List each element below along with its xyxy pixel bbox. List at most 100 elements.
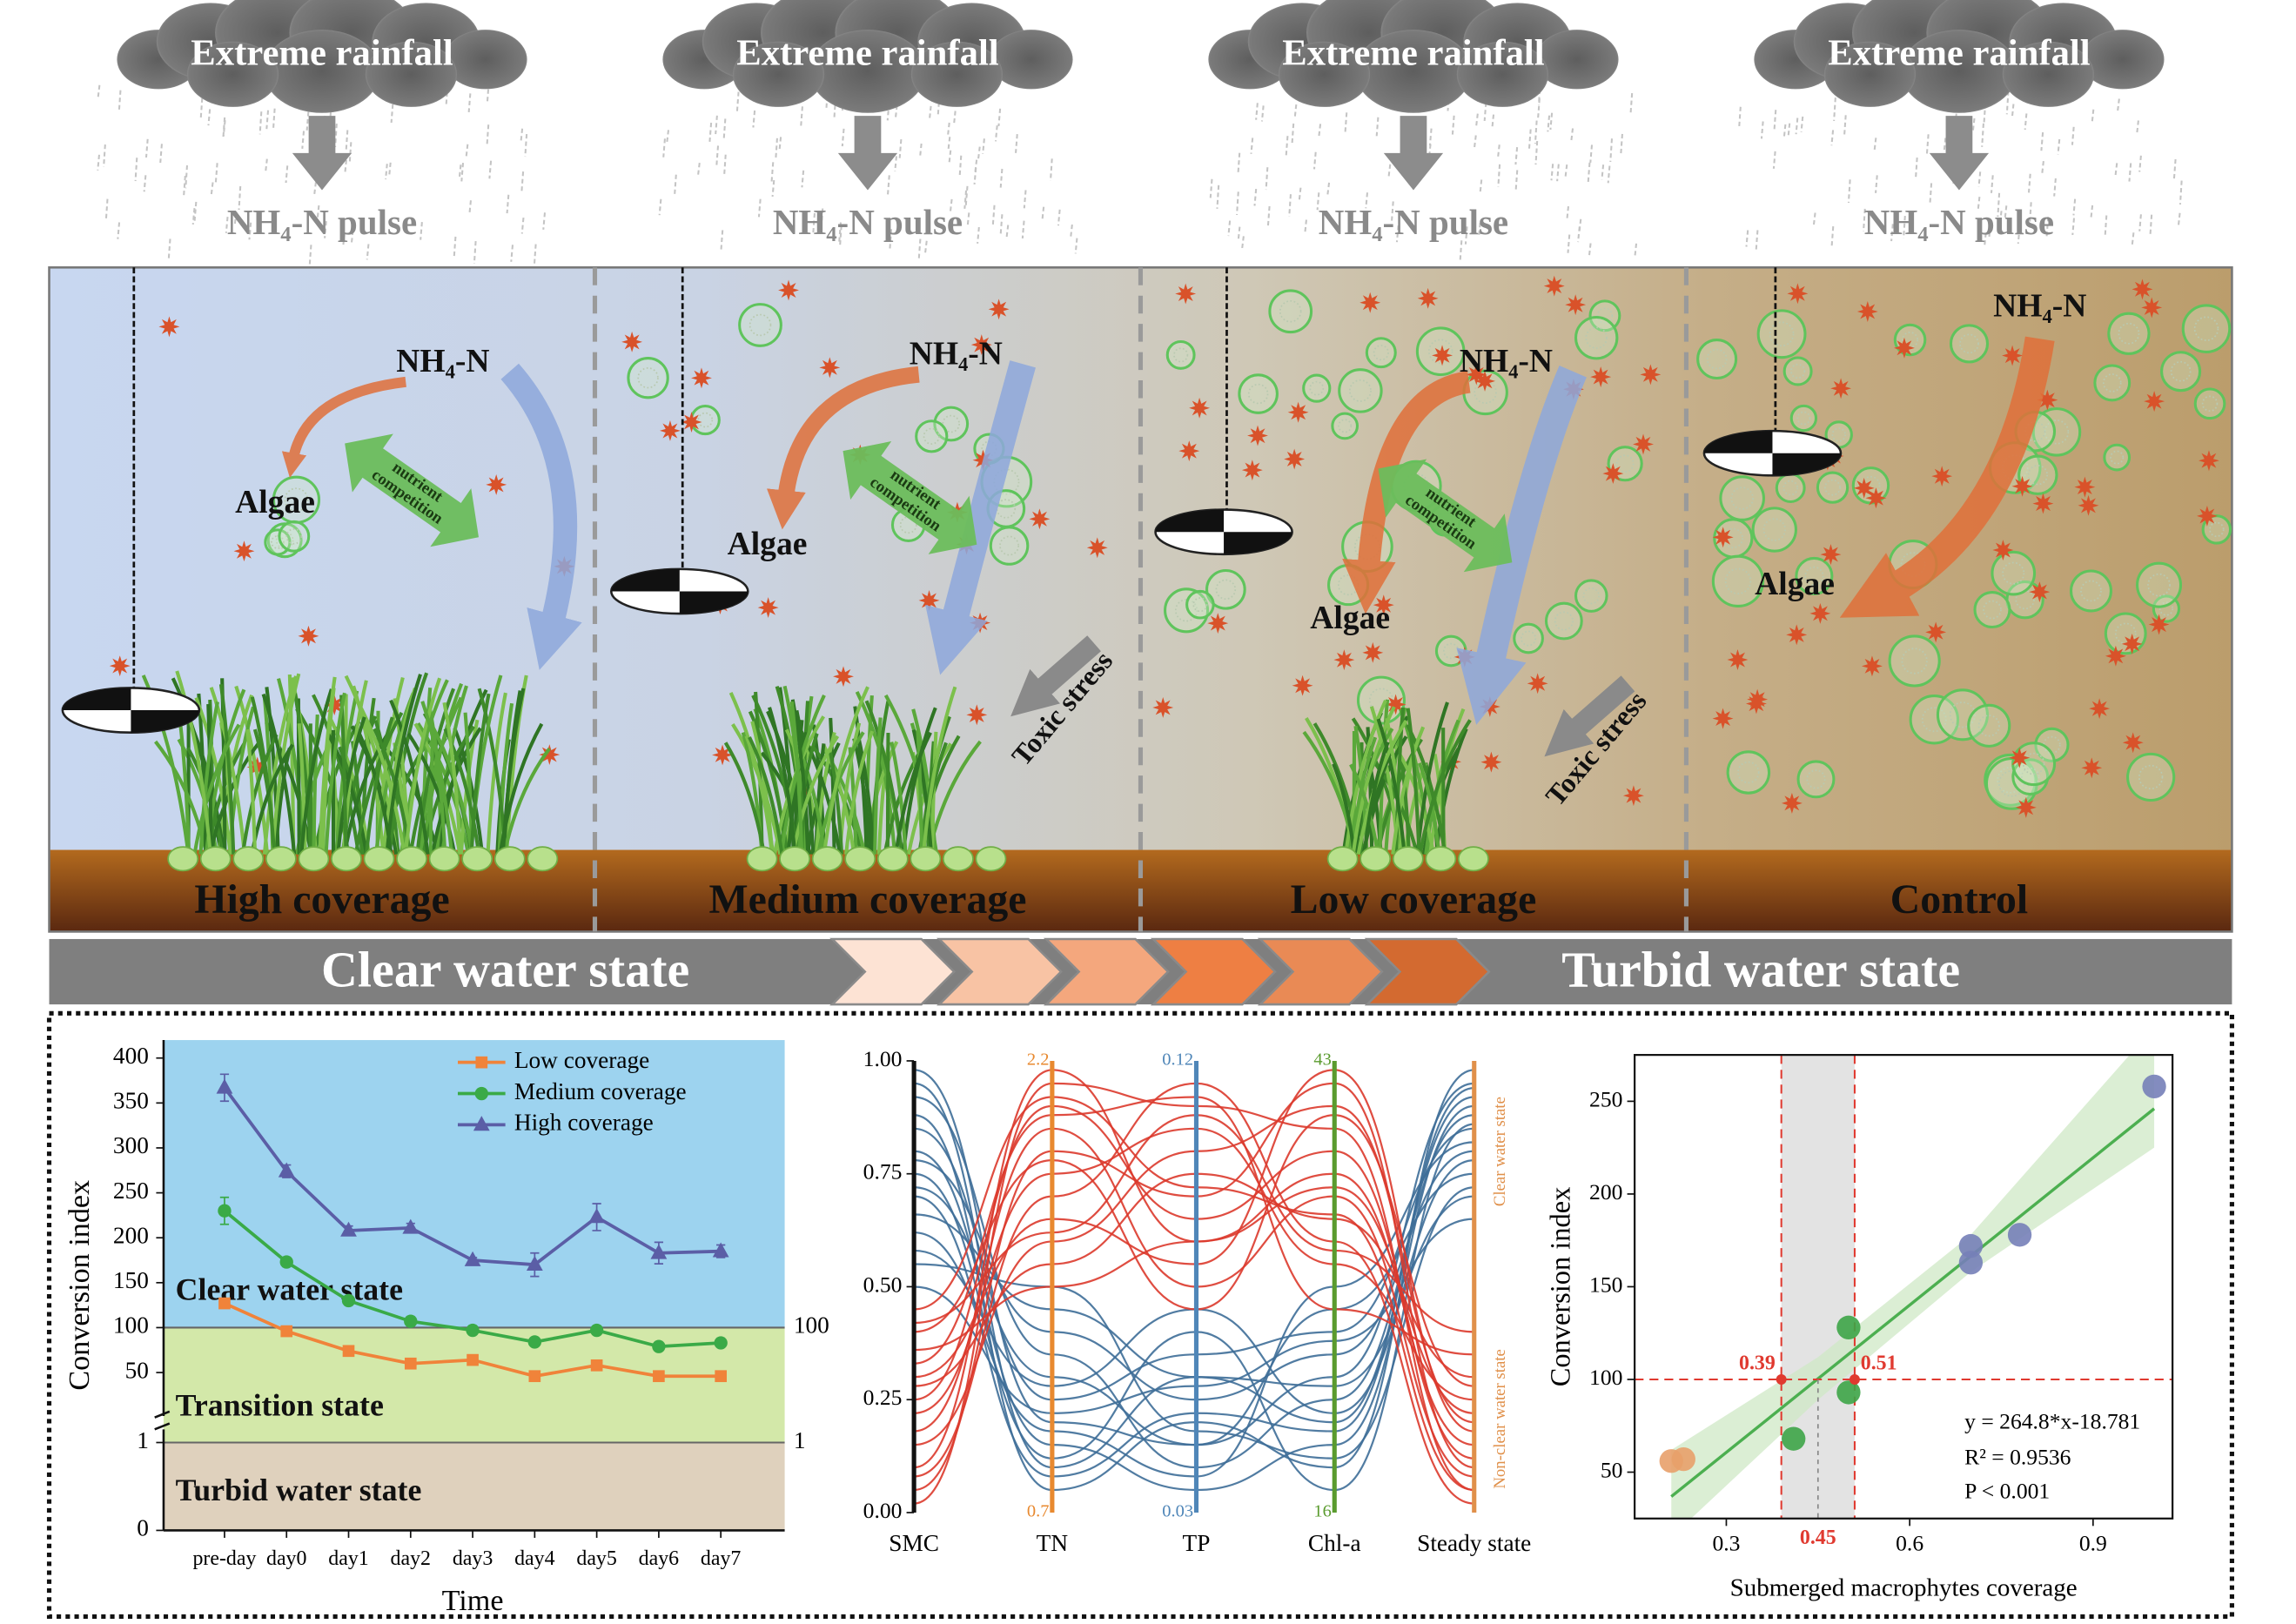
rain (928, 105, 932, 121)
grass-blade (245, 728, 258, 855)
algae-label: Algae (728, 527, 808, 562)
rain (1475, 113, 1479, 127)
rain (104, 198, 109, 221)
point (528, 1370, 541, 1383)
grass-blade (791, 735, 840, 856)
point (404, 1314, 418, 1328)
algae-cell (2126, 752, 2176, 802)
cloud-part (1823, 41, 1917, 107)
threshold-label: 0.39 (1739, 1352, 1776, 1374)
rain (1477, 223, 1481, 238)
x-tick-label: pre-day (192, 1547, 256, 1570)
algae-core (285, 528, 303, 545)
nh4-particle (1362, 641, 1384, 663)
algae-core (2002, 454, 2029, 481)
x-tick-label: 0.9 (2079, 1530, 2107, 1555)
rainfall-label: Extreme rainfall (191, 33, 453, 74)
plant-root (527, 846, 559, 872)
point (402, 1218, 420, 1234)
plant-root (363, 846, 395, 872)
rain (1209, 178, 1213, 198)
nh4-particle (1207, 613, 1229, 634)
nh4-particle (2029, 581, 2051, 603)
nh4-particle (1480, 751, 1502, 773)
rain (1049, 158, 1053, 181)
rain (838, 225, 843, 248)
rain (999, 214, 1004, 235)
rain (752, 110, 756, 128)
rain (1041, 206, 1045, 221)
grass-blade (829, 717, 836, 855)
rain (488, 160, 493, 179)
panel: Extreme rainfall NH₄-N pulse NH₄-N Algae Con… (1683, 0, 2232, 932)
rain (2028, 202, 2032, 225)
nh4-particle (1178, 440, 1200, 462)
nh4-particle (691, 367, 712, 389)
algae-cell (1185, 589, 1215, 620)
rain (1760, 121, 1764, 139)
algae-core (2022, 752, 2045, 775)
nh4-particle (757, 597, 779, 619)
algae-cell (1365, 337, 1397, 369)
rain (1925, 134, 1930, 155)
rain (214, 163, 218, 183)
nh4-particle (2074, 476, 2096, 498)
rain (1566, 205, 1570, 221)
rain (947, 122, 950, 137)
point (589, 1323, 604, 1338)
rain (2071, 126, 2075, 145)
rain (1782, 124, 1787, 139)
point (218, 1204, 232, 1218)
state-label: Transition state (176, 1388, 384, 1423)
nh4-particle (1745, 693, 1767, 715)
rain (770, 162, 775, 182)
rain (1971, 117, 1976, 131)
banner-chevron (1364, 937, 1491, 1006)
rain (199, 97, 204, 120)
grass-blade (234, 685, 270, 855)
algae-core (1921, 707, 1947, 733)
algae-core (1174, 599, 1198, 622)
algae-core (1585, 326, 1608, 349)
nh4-particle (1633, 433, 1654, 455)
nh4-particle (1894, 337, 1915, 359)
point (1782, 1426, 1806, 1451)
algae-cell (1719, 475, 1765, 521)
axis-min: 16 (1313, 1502, 1331, 1521)
y-tick-label: 150 (1589, 1272, 1622, 1297)
rain (1863, 208, 1866, 232)
nh4-particle (109, 655, 131, 677)
rain (801, 170, 805, 188)
algae-cell (278, 520, 311, 553)
rain (1021, 220, 1025, 239)
rain (1057, 209, 1061, 226)
uptake-arrow (1456, 366, 1587, 725)
algae-cell (2069, 569, 2112, 613)
competition-arrow (345, 433, 479, 547)
rain (344, 159, 347, 175)
rain (2091, 109, 2095, 124)
rain (1491, 114, 1495, 130)
nh4-particle (1602, 463, 1624, 485)
nh4-particle (1474, 370, 1495, 392)
grass-blade (1349, 763, 1380, 855)
grass-blade (192, 723, 241, 856)
algae-core (1769, 321, 1795, 347)
nh4-particle (988, 299, 1010, 320)
y-tick-label: 350 (113, 1088, 149, 1114)
nh4-particle (539, 744, 561, 766)
y-tick-label: 100 (1589, 1365, 1622, 1390)
nh4-particle (1787, 283, 1809, 305)
rain (722, 154, 727, 177)
rain (2149, 214, 2153, 238)
grass-blade (327, 715, 372, 855)
fit-line (1670, 1107, 2156, 1498)
rain (715, 145, 720, 166)
algae-cell (1775, 473, 1806, 504)
confidence-band (1671, 1055, 2155, 1519)
grass-blade (1332, 762, 1356, 855)
axis-max: 0.12 (1162, 1050, 1193, 1070)
rain (1550, 164, 1554, 181)
algae-cell (2017, 454, 2058, 495)
